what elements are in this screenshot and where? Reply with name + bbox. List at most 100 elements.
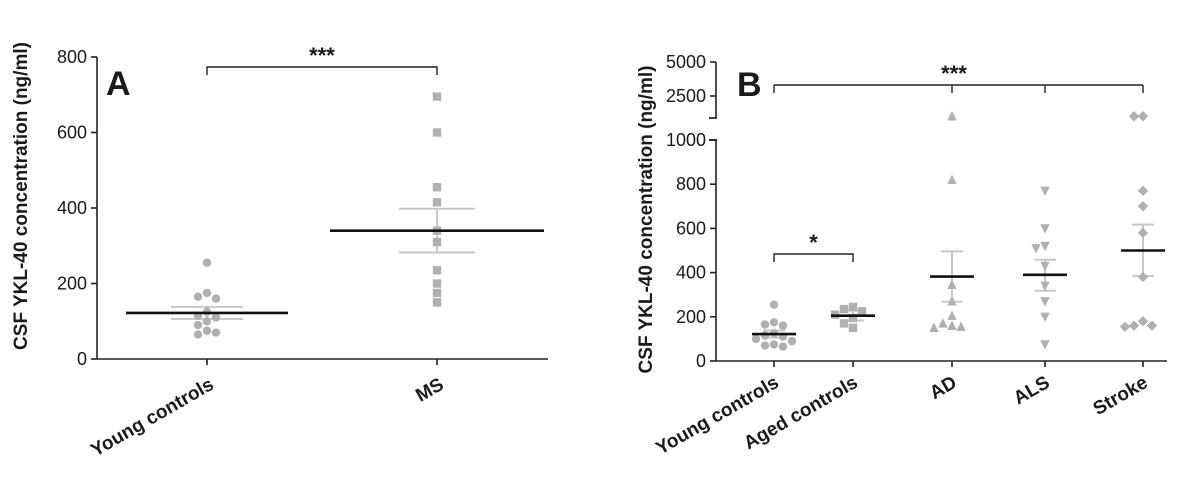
data-point [839, 304, 849, 314]
data-point [947, 320, 957, 330]
data-point [848, 302, 858, 312]
panel-a: 0 200 400 600 800 CSF YKL-40 concentration (n… [11, 42, 548, 461]
data-point [848, 313, 858, 323]
data-point [432, 266, 442, 275]
data-point [1040, 281, 1050, 292]
data-point [1137, 201, 1149, 212]
data-point [1040, 241, 1050, 252]
y-tick-label: 200 [57, 274, 87, 294]
data-point [202, 326, 212, 335]
data-point [1040, 186, 1050, 197]
data-point [760, 341, 770, 350]
y-tick-label: 1000 [666, 130, 706, 150]
data-point [1137, 316, 1149, 327]
y-tick-label: 800 [676, 174, 706, 194]
significance-label: *** [941, 61, 967, 86]
y-tick-label: 0 [696, 351, 706, 371]
data-point [432, 237, 442, 247]
data-point [751, 334, 761, 344]
data-point [432, 92, 442, 101]
data-point [787, 336, 797, 346]
data-point [1119, 321, 1131, 332]
y-tick-label: 2500 [666, 86, 706, 106]
significance-label: * [809, 230, 818, 255]
data-point [947, 296, 957, 306]
data-point [202, 288, 212, 298]
data-point [1137, 271, 1149, 283]
data-point [211, 313, 221, 322]
category-label: MS [412, 374, 447, 406]
data-point [202, 258, 212, 267]
data-point [1128, 320, 1140, 331]
y-tick-label: 200 [676, 307, 706, 327]
data-point [211, 294, 221, 303]
category-label: Stroke [1090, 372, 1152, 420]
data-point [857, 307, 867, 316]
group-young-controls [126, 258, 288, 339]
data-point [947, 310, 957, 320]
data-point [193, 292, 203, 301]
y-tick-label: 0 [77, 349, 87, 369]
data-point [1146, 320, 1158, 331]
y-tick-label: 600 [676, 218, 706, 238]
panel-letter: B [737, 66, 762, 104]
y-axis-label: CSF YKL-40 concentration (ng/ml) [11, 42, 32, 350]
group-als [1023, 186, 1067, 350]
data-point [956, 321, 966, 331]
data-point [839, 319, 849, 328]
data-point [778, 342, 788, 351]
data-point [432, 128, 442, 137]
group-stroke [1119, 111, 1165, 332]
data-point [1137, 185, 1149, 197]
y-tick-label: 5000 [666, 52, 706, 72]
data-point [432, 198, 442, 207]
data-point [947, 279, 957, 289]
y-tick-label: 800 [57, 47, 87, 67]
panel-b: 0 200 400 600 800 1000 2500 5000 CSF YKL-40 conc… [636, 52, 1167, 459]
significance-label: *** [309, 43, 335, 68]
data-point [947, 111, 957, 121]
y-tick-label: 400 [57, 198, 87, 218]
data-point [760, 320, 770, 329]
data-point [1128, 111, 1140, 122]
group-aged-controls [830, 302, 875, 333]
data-point [1137, 111, 1149, 122]
data-point [1040, 297, 1050, 307]
y-tick-label: 600 [57, 123, 87, 143]
data-point [432, 279, 442, 288]
data-point [769, 340, 779, 349]
data-point [1040, 224, 1050, 234]
data-point [1137, 227, 1149, 239]
data-point [193, 320, 203, 330]
data-point [211, 328, 221, 337]
significance-bracket [206, 66, 438, 75]
data-point [202, 317, 212, 326]
data-point [929, 322, 939, 333]
category-label: Young controls [88, 374, 218, 461]
data-point [432, 288, 442, 298]
significance-bracket [773, 253, 854, 262]
y-axis-label: CSF YKL-40 concentration (ng/ml) [636, 66, 657, 374]
data-point [432, 298, 442, 307]
data-point [769, 318, 779, 327]
group-ms [330, 92, 544, 307]
data-point [193, 330, 203, 339]
data-point [1031, 244, 1041, 254]
panel-letter: A [106, 65, 131, 103]
group-young-controls [751, 300, 797, 351]
y-tick-label: 400 [676, 263, 706, 283]
data-point [432, 183, 442, 192]
data-point [947, 174, 957, 184]
group-ad [929, 111, 974, 333]
category-label: ALS [1010, 372, 1053, 409]
data-point [848, 323, 858, 333]
data-point [938, 318, 948, 328]
data-point [1040, 340, 1050, 350]
data-point [760, 331, 770, 340]
data-point [778, 321, 788, 330]
data-point [1040, 312, 1050, 322]
category-label: AD [926, 372, 960, 404]
data-point [769, 300, 779, 309]
data-point [1040, 261, 1050, 272]
